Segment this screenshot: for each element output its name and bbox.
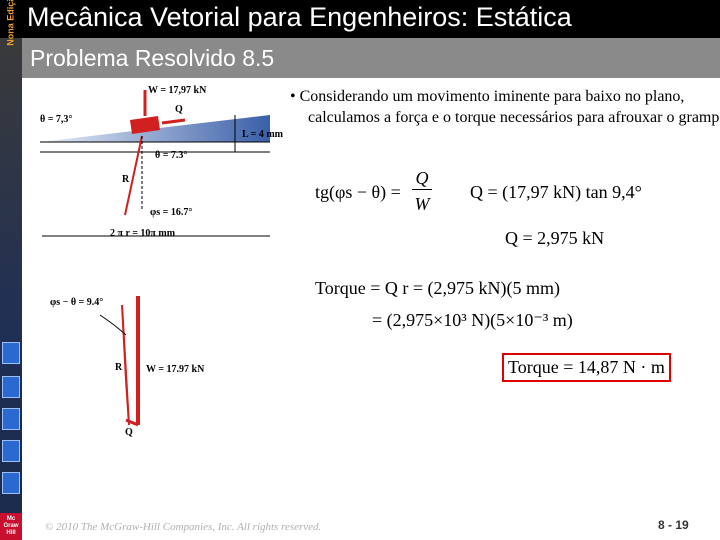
label: Q: [175, 104, 183, 115]
title: Mecânica Vetorial para Engenheiros: Está…: [27, 2, 572, 32]
label: φs = 16.7°: [150, 207, 192, 218]
label: R: [115, 362, 123, 373]
page-number: 8 - 19: [658, 518, 689, 532]
copyright: © 2010 The McGraw-Hill Companies, Inc. A…: [45, 521, 322, 533]
forward-button[interactable]: [2, 408, 20, 430]
figures: W = 17,97 kN Q θ = 7,3° L = 4 mm θ = 7.3…: [40, 85, 284, 438]
result-box: Torque = 14,87 N · m: [502, 353, 671, 382]
home-button[interactable]: [2, 342, 20, 364]
bullet-text: • Considerando um movimento iminente par…: [290, 88, 720, 126]
label: Q: [125, 427, 133, 438]
equation: Torque = Q r = (2,975 kN)(5 mm): [315, 278, 560, 298]
side-strip: [0, 38, 22, 540]
logo: Mc Graw Hill: [0, 513, 22, 540]
equation: = (2,975×10³ N)(5×10⁻³ m): [372, 310, 573, 330]
last-button[interactable]: [2, 472, 20, 494]
label: L = 4 mm: [242, 129, 284, 140]
label: θ = 7,3°: [40, 114, 72, 125]
equation: Q = 2,975 kN: [505, 228, 605, 248]
arrow-q: [125, 418, 139, 427]
equation: W: [414, 194, 430, 214]
edition: Nona Edição: [5, 0, 16, 46]
block: [130, 116, 160, 134]
force-triangle: [121, 304, 130, 426]
label: W = 17.97 kN: [146, 364, 205, 375]
label: 2 π r = 10π mm: [110, 228, 176, 239]
angle-arrow: [99, 314, 127, 336]
title-bar: [0, 0, 720, 38]
equation: tg(φs − θ) =: [315, 182, 401, 202]
arrow-q: [161, 118, 186, 125]
label: φs − θ = 9.4°: [50, 297, 103, 308]
label: θ = 7.3°: [155, 150, 187, 161]
arrow-r: [124, 135, 143, 216]
equation: Q = (17,97 kN) tan 9,4°: [470, 182, 642, 202]
subtitle: Problema Resolvido 8.5: [30, 45, 275, 71]
label: W = 17,97 kN: [148, 85, 207, 96]
subtitle-bar: [22, 38, 720, 78]
first-button[interactable]: [2, 440, 20, 462]
equation: Q: [412, 168, 432, 190]
back-button[interactable]: [2, 376, 20, 398]
label: R: [122, 174, 130, 185]
